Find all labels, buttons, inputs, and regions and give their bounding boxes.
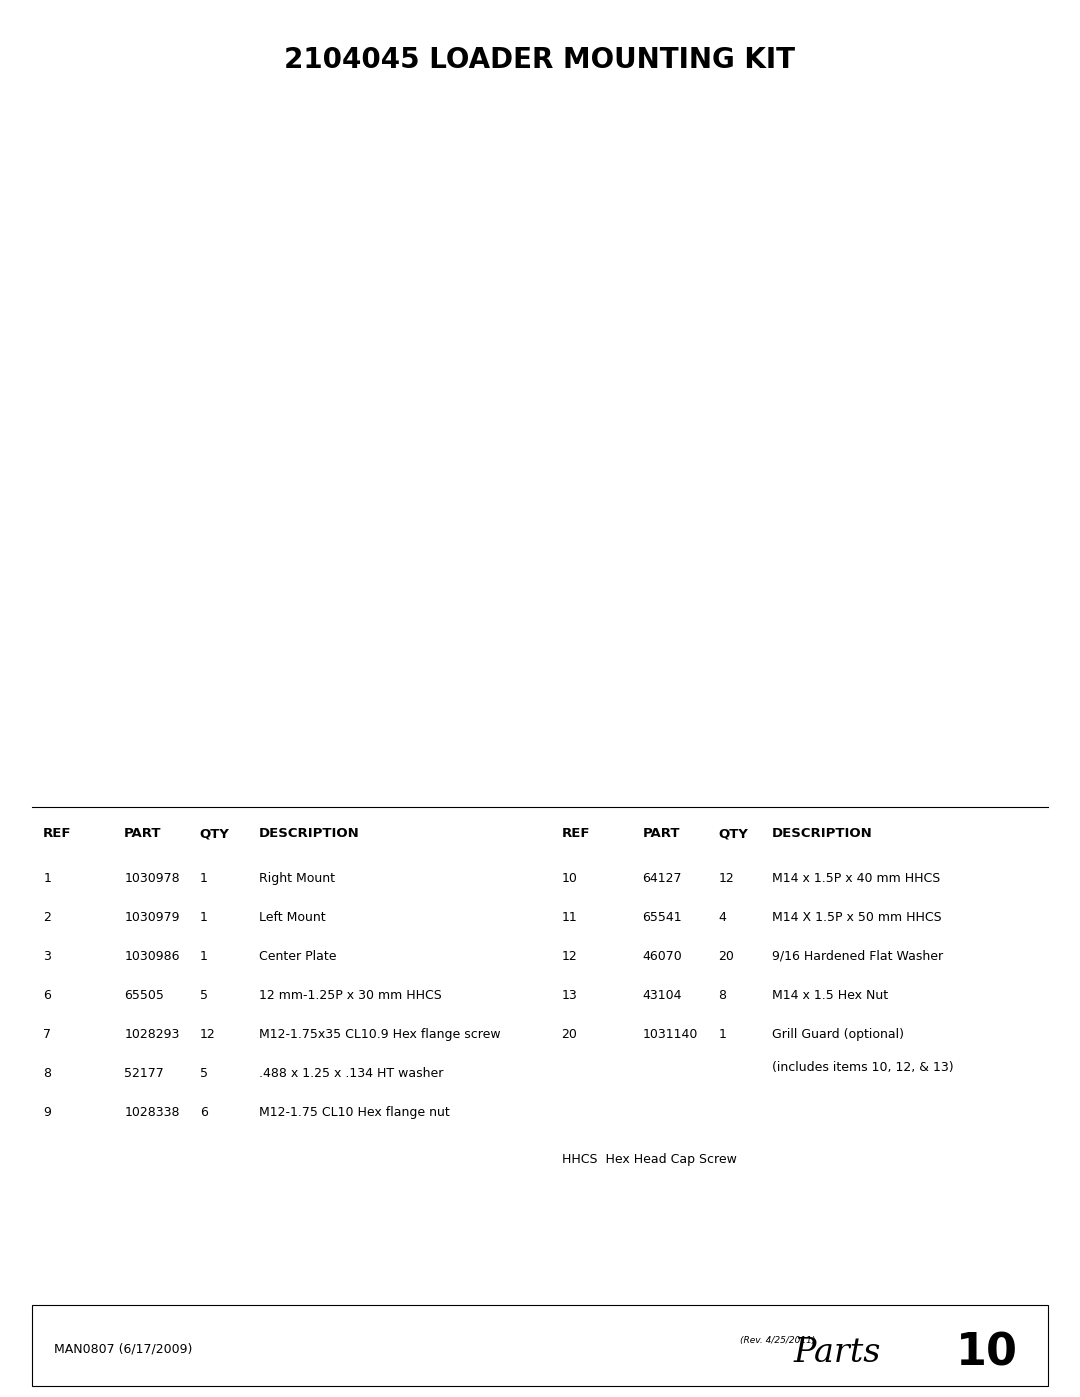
FancyBboxPatch shape — [32, 1305, 1048, 1386]
Text: 6: 6 — [43, 989, 51, 1002]
Text: 10: 10 — [956, 1331, 1017, 1375]
Text: 43104: 43104 — [643, 989, 683, 1002]
Text: 1: 1 — [200, 872, 207, 884]
Text: 65505: 65505 — [124, 989, 164, 1002]
Text: M12-1.75x35 CL10.9 Hex flange screw: M12-1.75x35 CL10.9 Hex flange screw — [259, 1028, 501, 1041]
Text: 64127: 64127 — [643, 872, 683, 884]
Text: (Rev. 4/25/2011): (Rev. 4/25/2011) — [740, 1336, 815, 1344]
Text: QTY: QTY — [200, 827, 230, 840]
Text: 12: 12 — [562, 950, 578, 963]
Text: M14 X 1.5P x 50 mm HHCS: M14 X 1.5P x 50 mm HHCS — [772, 911, 942, 923]
Text: HHCS  Hex Head Cap Screw: HHCS Hex Head Cap Screw — [562, 1154, 737, 1166]
Text: 7: 7 — [43, 1028, 51, 1041]
Text: Left Mount: Left Mount — [259, 911, 326, 923]
Text: 5: 5 — [200, 1067, 207, 1080]
Text: Right Mount: Right Mount — [259, 872, 335, 884]
Text: REF: REF — [562, 827, 590, 840]
Text: 9/16 Hardened Flat Washer: 9/16 Hardened Flat Washer — [772, 950, 943, 963]
Text: 1030978: 1030978 — [124, 872, 180, 884]
Text: 3: 3 — [43, 950, 51, 963]
Text: 2: 2 — [43, 911, 51, 923]
Text: 1031140: 1031140 — [643, 1028, 698, 1041]
Text: 1030979: 1030979 — [124, 911, 179, 923]
Text: DESCRIPTION: DESCRIPTION — [772, 827, 873, 840]
Text: REF: REF — [43, 827, 71, 840]
Text: 12 mm-1.25P x 30 mm HHCS: 12 mm-1.25P x 30 mm HHCS — [259, 989, 442, 1002]
Text: 1: 1 — [43, 872, 51, 884]
Text: 10: 10 — [562, 872, 578, 884]
Text: 2104045 LOADER MOUNTING KIT: 2104045 LOADER MOUNTING KIT — [284, 46, 796, 74]
Text: 11: 11 — [562, 911, 578, 923]
Text: 1028293: 1028293 — [124, 1028, 179, 1041]
Text: M12-1.75 CL10 Hex flange nut: M12-1.75 CL10 Hex flange nut — [259, 1106, 450, 1119]
Text: 12: 12 — [718, 872, 734, 884]
Text: 20: 20 — [562, 1028, 578, 1041]
Text: Grill Guard (optional): Grill Guard (optional) — [772, 1028, 904, 1041]
Text: 1030986: 1030986 — [124, 950, 179, 963]
Bar — [0, 112, 1080, 807]
Text: .488 x 1.25 x .134 HT washer: .488 x 1.25 x .134 HT washer — [259, 1067, 444, 1080]
Text: Center Plate: Center Plate — [259, 950, 337, 963]
Text: 65541: 65541 — [643, 911, 683, 923]
Text: 46070: 46070 — [643, 950, 683, 963]
Text: QTY: QTY — [718, 827, 748, 840]
Text: PART: PART — [643, 827, 680, 840]
Text: 6: 6 — [200, 1106, 207, 1119]
Text: M14 x 1.5 Hex Nut: M14 x 1.5 Hex Nut — [772, 989, 889, 1002]
Text: 52177: 52177 — [124, 1067, 164, 1080]
Text: 8: 8 — [43, 1067, 51, 1080]
Text: 4: 4 — [718, 911, 726, 923]
Text: 5: 5 — [200, 989, 207, 1002]
Text: MAN0807 (6/17/2009): MAN0807 (6/17/2009) — [54, 1343, 192, 1356]
Text: 1028338: 1028338 — [124, 1106, 179, 1119]
Text: 1: 1 — [200, 950, 207, 963]
Text: 8: 8 — [718, 989, 726, 1002]
Text: PART: PART — [124, 827, 162, 840]
Text: M14 x 1.5P x 40 mm HHCS: M14 x 1.5P x 40 mm HHCS — [772, 872, 941, 884]
Text: 13: 13 — [562, 989, 578, 1002]
Text: 9: 9 — [43, 1106, 51, 1119]
Text: 20: 20 — [718, 950, 734, 963]
Text: 12: 12 — [200, 1028, 216, 1041]
Text: 1: 1 — [200, 911, 207, 923]
Text: (includes items 10, 12, & 13): (includes items 10, 12, & 13) — [772, 1062, 954, 1074]
Text: Parts: Parts — [794, 1337, 881, 1369]
Text: DESCRIPTION: DESCRIPTION — [259, 827, 360, 840]
Text: 1: 1 — [718, 1028, 726, 1041]
